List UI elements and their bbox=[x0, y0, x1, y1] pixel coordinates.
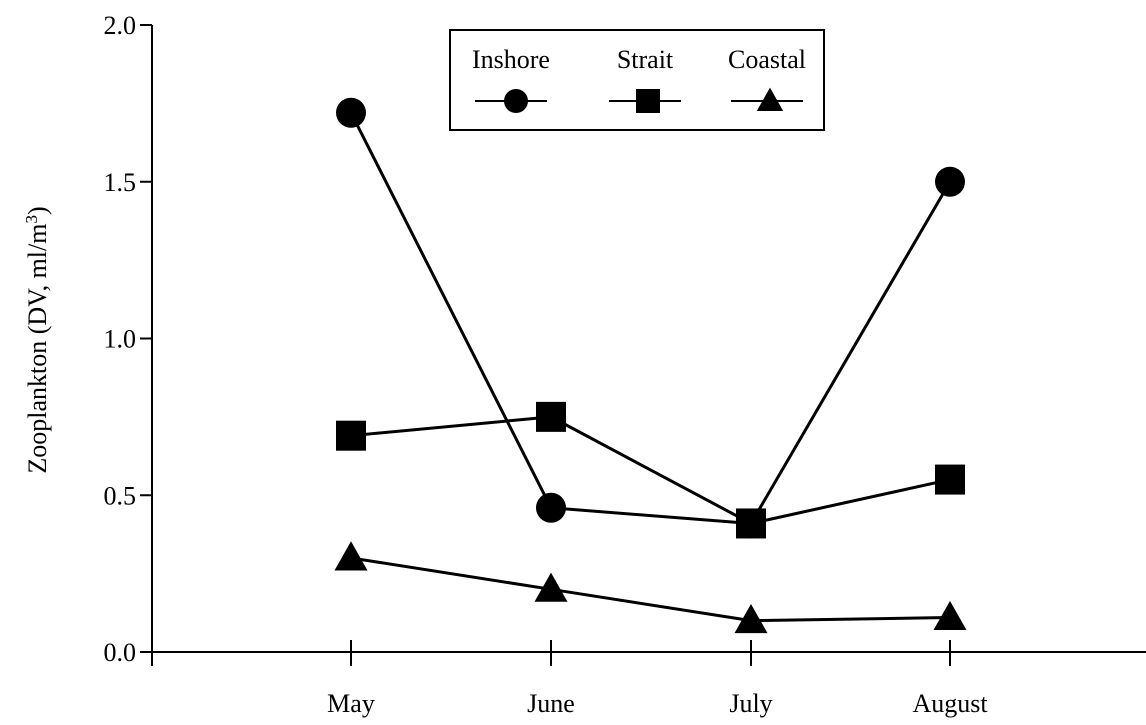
series-coastal bbox=[334, 541, 967, 634]
series-strait bbox=[336, 401, 965, 539]
legend-marker bbox=[636, 89, 660, 113]
x-axis-ticks: May June July August bbox=[327, 640, 988, 718]
legend-marker bbox=[504, 89, 528, 113]
data-point bbox=[336, 420, 366, 451]
y-tick-label: 0.0 bbox=[104, 638, 137, 667]
y-tick-label: 1.0 bbox=[104, 325, 137, 354]
legend-label: Inshore bbox=[472, 45, 550, 74]
data-point bbox=[336, 97, 366, 128]
legend: Inshore Strait Coastal bbox=[449, 29, 825, 131]
y-tick-label: 1.5 bbox=[104, 168, 137, 197]
data-point bbox=[736, 508, 766, 539]
x-tick-label: July bbox=[729, 689, 772, 718]
y-axis-ticks: 0.0 0.5 1.0 1.5 2.0 bbox=[104, 11, 153, 667]
data-point bbox=[935, 464, 965, 495]
data-point bbox=[933, 600, 967, 631]
series-line bbox=[350, 415, 951, 525]
x-tick-label: August bbox=[912, 689, 988, 718]
series-layer bbox=[334, 97, 967, 634]
y-tick-label: 2.0 bbox=[104, 11, 137, 40]
data-point bbox=[534, 572, 568, 602]
y-tick-label: 0.5 bbox=[104, 481, 137, 510]
legend-box bbox=[449, 29, 825, 131]
series-line bbox=[349, 112, 952, 525]
y-axis-title-main: Zooplankton (DV, ml/m bbox=[23, 224, 52, 474]
series-line bbox=[350, 556, 951, 623]
data-point bbox=[334, 541, 368, 571]
legend-label: Strait bbox=[617, 45, 674, 74]
y-axis-title-sup: 3 bbox=[22, 215, 41, 224]
x-tick-label: June bbox=[527, 689, 575, 718]
data-point bbox=[734, 604, 768, 634]
legend-label: Coastal bbox=[728, 45, 806, 74]
y-axis-title: Zooplankton (DV, ml/m3) bbox=[22, 206, 53, 473]
series-inshore bbox=[336, 97, 965, 539]
data-point bbox=[536, 492, 566, 523]
data-point bbox=[536, 401, 566, 432]
x-tick-label: May bbox=[327, 689, 375, 718]
data-point bbox=[935, 166, 965, 197]
y-axis-title-tail: ) bbox=[23, 206, 52, 215]
legend-marker bbox=[756, 87, 784, 111]
